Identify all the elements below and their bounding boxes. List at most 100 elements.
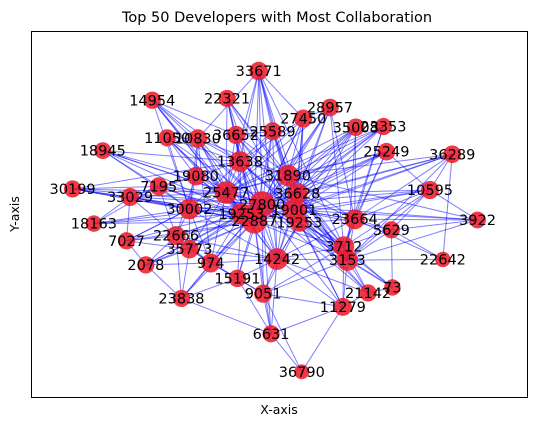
node: [226, 125, 246, 145]
edge: [354, 127, 357, 220]
node: [359, 284, 377, 302]
node: [228, 269, 247, 288]
edge: [276, 258, 369, 294]
edge: [126, 220, 255, 242]
edge: [72, 185, 159, 190]
node: [188, 129, 208, 148]
node: [85, 215, 103, 232]
edge: [297, 126, 384, 194]
node: [336, 249, 359, 271]
node-label: 36289: [429, 147, 475, 163]
edge: [158, 185, 263, 205]
node: [249, 61, 269, 81]
node-label: 6631: [253, 327, 290, 343]
edge: [262, 293, 303, 373]
edge: [253, 220, 272, 334]
node: [266, 248, 288, 270]
edge: [151, 99, 255, 222]
node: [179, 198, 200, 220]
node: [294, 109, 313, 128]
chart-title: Top 50 Developers with Most Collaboratio…: [121, 10, 432, 26]
node-label: 23664: [332, 212, 378, 228]
y-axis-label: Y-axis: [7, 196, 22, 233]
node: [333, 297, 352, 316]
edge: [261, 151, 387, 205]
edge: [254, 151, 387, 222]
edge: [270, 306, 344, 335]
node: [382, 221, 400, 239]
node: [420, 180, 440, 200]
node-label: 7195: [140, 179, 177, 195]
node-label: 3712: [325, 240, 362, 256]
edge: [93, 220, 255, 225]
edge: [297, 153, 453, 194]
node-label: 27450: [280, 112, 326, 128]
node-label: 25477: [203, 186, 249, 202]
edge: [297, 151, 387, 194]
edge: [145, 262, 211, 266]
node-label: 19001: [271, 203, 317, 219]
edge: [391, 219, 478, 231]
edge: [102, 150, 240, 163]
node-label: 18945: [80, 144, 126, 160]
node-label: 22642: [420, 252, 466, 268]
edge: [276, 246, 344, 260]
node: [294, 364, 310, 380]
node: [290, 213, 309, 232]
node-label: 33029: [107, 190, 153, 206]
edge: [129, 192, 227, 198]
edge: [225, 98, 228, 193]
edge: [261, 126, 384, 205]
node-label: 28957: [307, 101, 353, 117]
node: [435, 251, 451, 268]
node: [469, 211, 486, 229]
edge: [270, 258, 278, 334]
node: [143, 91, 161, 109]
edge: [181, 277, 238, 299]
node: [149, 177, 168, 196]
node: [277, 164, 299, 187]
node: [377, 142, 396, 161]
edge: [391, 229, 444, 260]
node: [218, 89, 236, 108]
node: [287, 183, 308, 204]
node-label: 23838: [158, 291, 204, 307]
edge: [126, 208, 190, 242]
edge: [298, 222, 369, 294]
node-label: 22321: [204, 91, 250, 107]
node-label: 5629: [373, 223, 410, 239]
edge: [276, 258, 344, 308]
node-label: 3922: [459, 213, 496, 229]
edge: [262, 246, 345, 295]
edge: [347, 258, 443, 261]
edge: [391, 189, 431, 231]
edge: [272, 131, 278, 260]
node-label: 7027: [108, 234, 145, 250]
edge: [354, 218, 478, 221]
edge: [287, 175, 356, 220]
node: [344, 209, 365, 230]
node: [254, 284, 273, 303]
node: [172, 289, 191, 308]
node-label: 14242: [254, 252, 300, 268]
edge: [297, 189, 430, 194]
node: [201, 253, 221, 273]
edge: [102, 150, 196, 177]
node: [186, 166, 206, 186]
edge: [189, 248, 278, 260]
edge: [152, 99, 237, 136]
node: [180, 239, 199, 259]
edge: [175, 235, 278, 260]
edge: [287, 126, 384, 176]
edge: [301, 306, 344, 373]
node: [137, 256, 155, 274]
edge: [166, 137, 190, 210]
edge: [175, 235, 182, 299]
edge: [254, 220, 344, 248]
node-label: 22887: [231, 214, 277, 230]
edge: [261, 126, 357, 205]
edge: [277, 258, 348, 261]
edge: [429, 189, 478, 221]
edge: [151, 99, 199, 139]
